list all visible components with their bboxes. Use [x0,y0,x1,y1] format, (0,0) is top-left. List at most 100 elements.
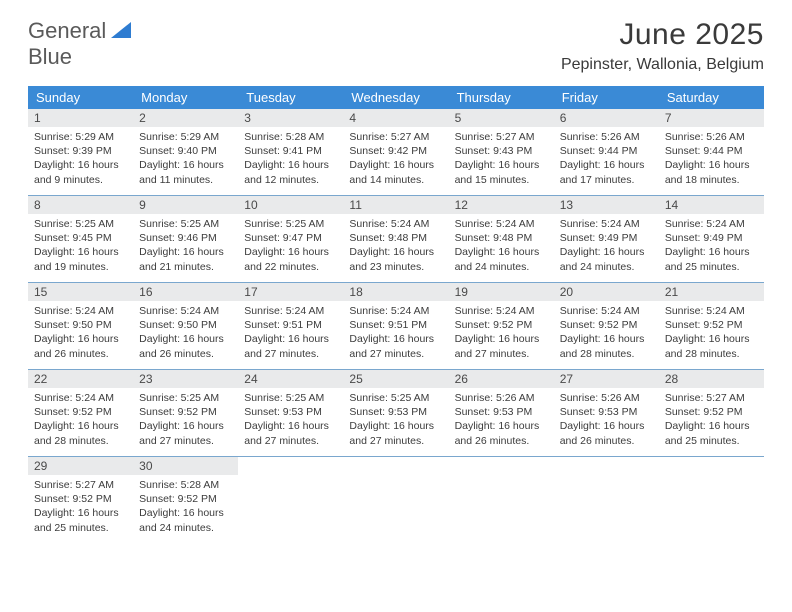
day-number: 6 [554,109,659,127]
day-details: Sunrise: 5:24 AMSunset: 9:52 PMDaylight:… [32,391,129,448]
logo-triangle-icon [111,22,131,43]
day-number: 23 [133,370,238,388]
day-cell: 28 Sunrise: 5:27 AMSunset: 9:52 PMDayligh… [659,370,764,456]
day-number: 12 [449,196,554,214]
day-number: 10 [238,196,343,214]
day-number: 7 [659,109,764,127]
day-cell: 18 Sunrise: 5:24 AMSunset: 9:51 PMDayligh… [343,283,448,369]
day-cell: 11 Sunrise: 5:24 AMSunset: 9:48 PMDayligh… [343,196,448,282]
day-number: 26 [449,370,554,388]
calendar: SundayMondayTuesdayWednesdayThursdayFrid… [28,86,764,543]
day-number: 20 [554,283,659,301]
day-number: 22 [28,370,133,388]
day-number: 19 [449,283,554,301]
day-number: 28 [659,370,764,388]
day-number: 11 [343,196,448,214]
day-cell: 17 Sunrise: 5:24 AMSunset: 9:51 PMDayligh… [238,283,343,369]
day-details: Sunrise: 5:24 AMSunset: 9:48 PMDaylight:… [453,217,550,274]
day-number: 13 [554,196,659,214]
calendar-week-row: 8 Sunrise: 5:25 AMSunset: 9:45 PMDaylight… [28,196,764,283]
dow-cell: Friday [554,86,659,109]
day-number: 4 [343,109,448,127]
day-cell: 13 Sunrise: 5:24 AMSunset: 9:49 PMDayligh… [554,196,659,282]
day-number: 14 [659,196,764,214]
day-details: Sunrise: 5:24 AMSunset: 9:51 PMDaylight:… [242,304,339,361]
day-cell: 14Sunrise: 5:24 AMSunset: 9:49 PMDayligh… [659,196,764,282]
day-details: Sunrise: 5:27 AMSunset: 9:52 PMDaylight:… [32,478,129,535]
day-cell: 21 Sunrise: 5:24 AMSunset: 9:52 PMDayligh… [659,283,764,369]
day-cell: 27 Sunrise: 5:26 AMSunset: 9:53 PMDayligh… [554,370,659,456]
day-details: Sunrise: 5:27 AMSunset: 9:52 PMDaylight:… [663,391,760,448]
day-details: Sunrise: 5:25 AMSunset: 9:53 PMDaylight:… [242,391,339,448]
day-number: 8 [28,196,133,214]
dow-cell: Monday [133,86,238,109]
calendar-week-row: 1 Sunrise: 5:29 AMSunset: 9:39 PMDaylight… [28,109,764,196]
day-cell: 9Sunrise: 5:25 AMSunset: 9:46 PMDaylight… [133,196,238,282]
day-cell: 20 Sunrise: 5:24 AMSunset: 9:52 PMDayligh… [554,283,659,369]
day-cell: 2 Sunrise: 5:29 AMSunset: 9:40 PMDaylight… [133,109,238,195]
day-number: 30 [133,457,238,475]
day-cell [449,457,554,543]
day-details: Sunrise: 5:25 AMSunset: 9:53 PMDaylight:… [347,391,444,448]
day-details: Sunrise: 5:24 AMSunset: 9:52 PMDaylight:… [558,304,655,361]
day-cell [343,457,448,543]
day-number: 18 [343,283,448,301]
day-number: 25 [343,370,448,388]
day-details: Sunrise: 5:24 AMSunset: 9:52 PMDaylight:… [663,304,760,361]
day-details: Sunrise: 5:27 AMSunset: 9:42 PMDaylight:… [347,130,444,187]
day-details: Sunrise: 5:25 AMSunset: 9:47 PMDaylight:… [242,217,339,274]
day-number: 3 [238,109,343,127]
dow-cell: Wednesday [343,86,448,109]
day-details: Sunrise: 5:24 AMSunset: 9:50 PMDaylight:… [32,304,129,361]
day-number: 9 [133,196,238,214]
day-number: 5 [449,109,554,127]
day-details: Sunrise: 5:28 AMSunset: 9:52 PMDaylight:… [137,478,234,535]
day-cell: 7 Sunrise: 5:26 AMSunset: 9:44 PMDaylight… [659,109,764,195]
day-cell [659,457,764,543]
dow-cell: Tuesday [238,86,343,109]
day-cell: 1 Sunrise: 5:29 AMSunset: 9:39 PMDaylight… [28,109,133,195]
calendar-week-row: 15Sunrise: 5:24 AMSunset: 9:50 PMDayligh… [28,283,764,370]
day-details: Sunrise: 5:29 AMSunset: 9:39 PMDaylight:… [32,130,129,187]
day-number: 21 [659,283,764,301]
day-number: 29 [28,457,133,475]
day-cell: 8 Sunrise: 5:25 AMSunset: 9:45 PMDaylight… [28,196,133,282]
day-number: 1 [28,109,133,127]
day-number: 15 [28,283,133,301]
day-details: Sunrise: 5:28 AMSunset: 9:41 PMDaylight:… [242,130,339,187]
calendar-week-row: 22 Sunrise: 5:24 AMSunset: 9:52 PMDayligh… [28,370,764,457]
day-details: Sunrise: 5:26 AMSunset: 9:44 PMDaylight:… [663,130,760,187]
day-cell: 23 Sunrise: 5:25 AMSunset: 9:52 PMDayligh… [133,370,238,456]
day-cell: 3 Sunrise: 5:28 AMSunset: 9:41 PMDaylight… [238,109,343,195]
logo-text-2: Blue [28,44,72,69]
day-details: Sunrise: 5:26 AMSunset: 9:53 PMDaylight:… [558,391,655,448]
dow-cell: Thursday [449,86,554,109]
day-cell: 5 Sunrise: 5:27 AMSunset: 9:43 PMDaylight… [449,109,554,195]
day-details: Sunrise: 5:24 AMSunset: 9:51 PMDaylight:… [347,304,444,361]
location-subtitle: Pepinster, Wallonia, Belgium [561,56,764,74]
dow-cell: Sunday [28,86,133,109]
day-details: Sunrise: 5:27 AMSunset: 9:43 PMDaylight:… [453,130,550,187]
calendar-week-row: 29 Sunrise: 5:27 AMSunset: 9:52 PMDayligh… [28,457,764,543]
day-cell: 15 Sunrise: 5:24 AMSunset: 9:50 PMDayligh… [28,283,133,369]
calendar-weeks: 1 Sunrise: 5:29 AMSunset: 9:39 PMDaylight… [28,109,764,543]
day-details: Sunrise: 5:24 AMSunset: 9:49 PMDaylight:… [558,217,655,274]
title-block: June 2025 Pepinster, Wallonia, Belgium [561,18,764,74]
day-details: Sunrise: 5:24 AMSunset: 9:48 PMDaylight:… [347,217,444,274]
day-cell: 16 Sunrise: 5:24 AMSunset: 9:50 PMDayligh… [133,283,238,369]
day-number: 16 [133,283,238,301]
logo: General Blue [28,18,131,70]
day-details: Sunrise: 5:26 AMSunset: 9:44 PMDaylight:… [558,130,655,187]
day-details: Sunrise: 5:29 AMSunset: 9:40 PMDaylight:… [137,130,234,187]
day-of-week-header: SundayMondayTuesdayWednesdayThursdayFrid… [28,86,764,109]
day-cell [238,457,343,543]
day-details: Sunrise: 5:24 AMSunset: 9:50 PMDaylight:… [137,304,234,361]
day-cell: 30 Sunrise: 5:28 AMSunset: 9:52 PMDayligh… [133,457,238,543]
header: General Blue June 2025 Pepinster, Wallon… [0,0,792,80]
day-details: Sunrise: 5:25 AMSunset: 9:45 PMDaylight:… [32,217,129,274]
day-details: Sunrise: 5:25 AMSunset: 9:52 PMDaylight:… [137,391,234,448]
day-cell: 24Sunrise: 5:25 AMSunset: 9:53 PMDayligh… [238,370,343,456]
day-number: 2 [133,109,238,127]
day-number: 27 [554,370,659,388]
day-number: 17 [238,283,343,301]
